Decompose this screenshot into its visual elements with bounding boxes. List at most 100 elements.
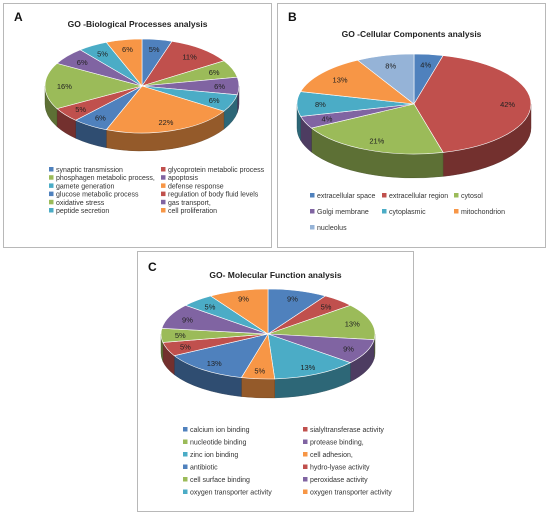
legend-item-label: sialyltransferase activity bbox=[310, 427, 384, 434]
slice-percent-label: 42% bbox=[500, 100, 515, 109]
legend-item-label: oxygen transporter activity bbox=[310, 490, 392, 497]
chart-title: GO -Biological Processes analysis bbox=[67, 19, 208, 29]
legend-swatch bbox=[303, 477, 308, 482]
legend-item-label: gas transport, bbox=[168, 200, 211, 207]
legend-swatch bbox=[303, 427, 308, 432]
legend-item-label: gamete generation bbox=[56, 183, 114, 190]
slice-percent-label: 5% bbox=[175, 331, 186, 340]
legend-item-label: glycoprotein metabolic process bbox=[168, 167, 265, 174]
chart-panel-a: A GO -Biological Processes analysis 5% 11… bbox=[3, 3, 272, 248]
legend-item-label: regulation of body fluid levels bbox=[168, 192, 259, 199]
slice-percent-label: 5% bbox=[97, 50, 108, 59]
legend-swatch bbox=[49, 183, 54, 188]
legend-swatch bbox=[49, 208, 54, 213]
legend: extracellular space extracellular region c… bbox=[310, 193, 505, 232]
slice-percent-label: 5% bbox=[321, 302, 332, 311]
chart-title: GO- Molecular Function analysis bbox=[209, 270, 342, 280]
slice-percent-label: 9% bbox=[238, 295, 249, 304]
legend-swatch bbox=[454, 193, 459, 198]
slice-percent-label: 21% bbox=[369, 137, 384, 146]
legend-swatch bbox=[49, 199, 54, 205]
panel-letter: B bbox=[288, 10, 297, 24]
legend-swatch bbox=[49, 191, 54, 197]
legend-item-label: apoptosis bbox=[168, 175, 198, 182]
slice-percent-label: 22% bbox=[158, 118, 173, 127]
slice-percent-label: 8% bbox=[315, 100, 326, 109]
slice-percent-label: 6% bbox=[209, 68, 220, 77]
legend-item-label: nucleolus bbox=[317, 225, 347, 232]
slice-percent-label: 5% bbox=[254, 367, 265, 376]
pie-chart-b: 4%42%21%4%8%13%8%extracellular space extr… bbox=[296, 53, 532, 232]
legend-item-label: zinc ion binding bbox=[190, 452, 238, 459]
legend-item-label: mitochondrion bbox=[461, 209, 505, 216]
legend-swatch bbox=[161, 199, 166, 205]
legend: calcium ion binding sialyltransferase act… bbox=[183, 427, 392, 497]
panel-letter: C bbox=[148, 260, 157, 274]
slice-percent-label: 5% bbox=[205, 302, 216, 311]
legend-swatch bbox=[382, 209, 387, 214]
chart-panel-b: B GO -Cellular Components analysis 4% 42%… bbox=[277, 3, 546, 248]
pie-side-walls bbox=[44, 85, 240, 152]
legend-swatch bbox=[183, 489, 188, 494]
legend-item-label: antibiotic bbox=[190, 465, 218, 472]
legend-swatch bbox=[49, 167, 54, 172]
legend-item-label: cytoplasmic bbox=[389, 209, 426, 216]
pie-slice bbox=[267, 304, 376, 340]
pie-slice bbox=[310, 103, 444, 155]
legend: synaptic transmission glycoprotein metabo… bbox=[49, 167, 265, 215]
legend-item-label: calcium ion binding bbox=[190, 427, 250, 434]
legend-swatch bbox=[161, 167, 166, 172]
pie-slice bbox=[105, 85, 225, 134]
legend-swatch bbox=[183, 427, 188, 432]
legend-item-label: synaptic transmission bbox=[56, 167, 123, 174]
slice-percent-label: 6% bbox=[77, 58, 88, 67]
chart-title: GO -Cellular Components analysis bbox=[341, 29, 482, 39]
slice-percent-label: 16% bbox=[57, 82, 72, 91]
legend-item-label: oxidative stress bbox=[56, 200, 105, 207]
pie-chart-c: 9% 5% 13% 9% 13% 5% 13% 5% 5% 9% 5% 9% calcium ion b… bbox=[160, 288, 392, 497]
panel-letter: A bbox=[14, 10, 23, 24]
legend-item-label: extracellular region bbox=[389, 193, 448, 200]
slice-percent-label: 4% bbox=[322, 115, 333, 124]
legend-item-label: cytosol bbox=[461, 193, 483, 200]
slice-percent-label: 11% bbox=[182, 52, 197, 61]
pie-slice bbox=[300, 59, 416, 105]
pie-slice bbox=[44, 63, 144, 109]
legend-swatch bbox=[303, 464, 308, 469]
legend-item-label: peroxidase activity bbox=[310, 477, 368, 484]
slice-percent-label: 9% bbox=[182, 315, 193, 324]
legend-swatch bbox=[310, 225, 315, 230]
pie-slice bbox=[356, 53, 415, 105]
pie-slice bbox=[105, 38, 143, 87]
slice-percent-label: 6% bbox=[95, 114, 106, 123]
slice-percent-label: 13% bbox=[345, 320, 360, 329]
legend-swatch bbox=[161, 183, 166, 188]
legend-item-label: defense response bbox=[168, 183, 224, 190]
slice-percent-label: 4% bbox=[420, 60, 431, 69]
slice-percent-label: 13% bbox=[207, 359, 222, 368]
legend-item-label: cell surface binding bbox=[190, 477, 250, 484]
legend-swatch bbox=[303, 452, 308, 457]
legend-item-label: peptide secretion bbox=[56, 208, 109, 215]
slice-percent-label: 6% bbox=[214, 82, 225, 91]
pie-slice bbox=[209, 288, 269, 335]
pie-slice bbox=[173, 333, 269, 378]
legend-item-label: glucose metabolic process bbox=[56, 192, 139, 199]
pie-slice bbox=[413, 55, 532, 153]
legend-swatch bbox=[183, 452, 188, 457]
legend-item-label: hydro-lyase activity bbox=[310, 465, 370, 472]
legend-item-label: protease binding, bbox=[310, 440, 364, 447]
slice-percent-label: 6% bbox=[209, 96, 220, 105]
legend-swatch bbox=[382, 193, 387, 198]
legend-item-label: phosphagen metabolic process, bbox=[56, 175, 155, 182]
slice-percent-label: 13% bbox=[300, 363, 315, 372]
slice-percent-label: 6% bbox=[122, 45, 133, 54]
legend-swatch bbox=[161, 208, 166, 213]
legend-swatch bbox=[183, 477, 188, 482]
legend-item-label: Golgi membrane bbox=[317, 209, 369, 216]
legend-item-label: nucleotide binding bbox=[190, 440, 247, 447]
pie-slice-side bbox=[241, 377, 275, 399]
legend-swatch bbox=[161, 175, 166, 180]
slice-percent-label: 5% bbox=[75, 105, 86, 114]
slice-percent-label: 5% bbox=[149, 45, 160, 54]
